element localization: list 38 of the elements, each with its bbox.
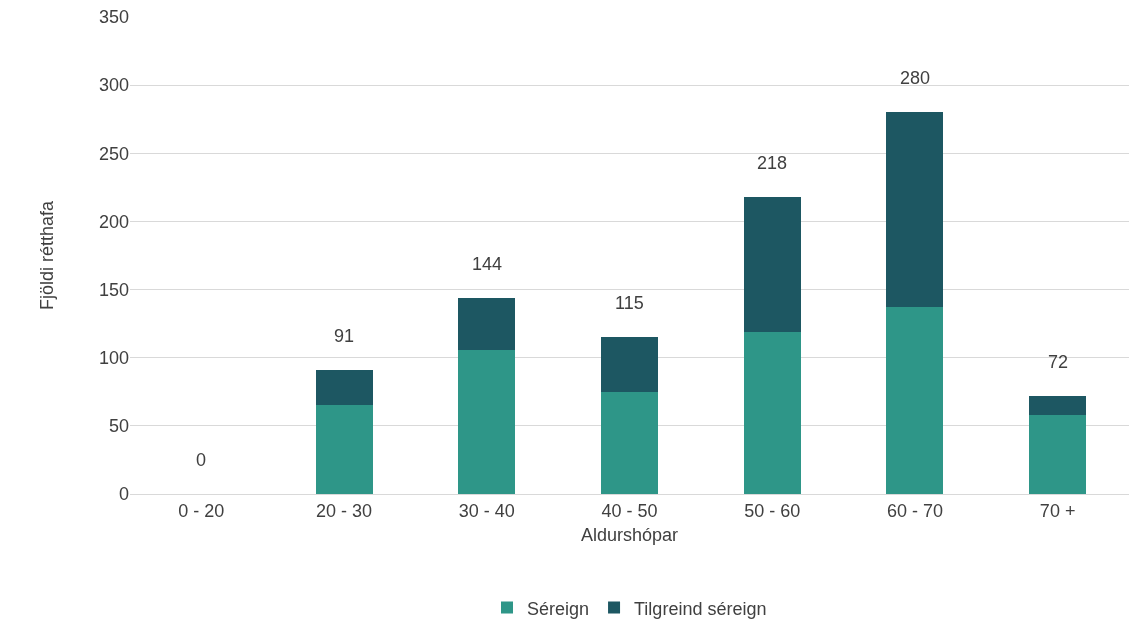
y-tick-label: 250 (98, 143, 129, 164)
total-label: 280 (900, 68, 931, 88)
bar (743, 331, 801, 494)
y-tick-label: 200 (98, 211, 129, 232)
bar (1029, 414, 1087, 494)
bar (600, 391, 659, 494)
legend-label: Séreign (527, 598, 590, 619)
bar (458, 297, 516, 350)
legend-label: Tilgreind séreign (634, 598, 767, 619)
y-tick-label: 350 (98, 7, 129, 28)
total-label: 0 (196, 450, 207, 470)
total-label: 91 (334, 326, 355, 346)
y-axis-title: Fjöldi rétthafa (37, 199, 58, 311)
x-tick-label: 20 - 30 (316, 500, 373, 521)
bar (458, 349, 516, 494)
bar (886, 112, 944, 308)
bar (1029, 395, 1087, 415)
x-tick-label: 30 - 40 (458, 500, 515, 521)
x-axis-title: Aldurshópar (580, 524, 679, 545)
bar (315, 369, 373, 406)
total-label: 218 (757, 153, 788, 173)
bar (315, 405, 373, 494)
total-label: 115 (615, 293, 644, 313)
x-tick-label: 0 - 20 (178, 500, 225, 521)
y-tick-label: 100 (98, 348, 129, 369)
total-label: 72 (1048, 352, 1069, 372)
x-tick-label: 70 + (1039, 500, 1076, 521)
bar (600, 337, 659, 392)
x-tick-label: 50 - 60 (744, 500, 801, 521)
bar (886, 307, 944, 494)
y-tick-label: 150 (98, 279, 129, 300)
y-tick-label: 0 (118, 484, 129, 505)
y-tick-label: 300 (98, 75, 129, 96)
y-tick-label: 50 (108, 416, 129, 437)
x-tick-label: 40 - 50 (601, 500, 658, 521)
x-tick-label: 60 - 70 (886, 500, 943, 521)
bar (743, 196, 801, 332)
total-label: 144 (472, 254, 503, 274)
